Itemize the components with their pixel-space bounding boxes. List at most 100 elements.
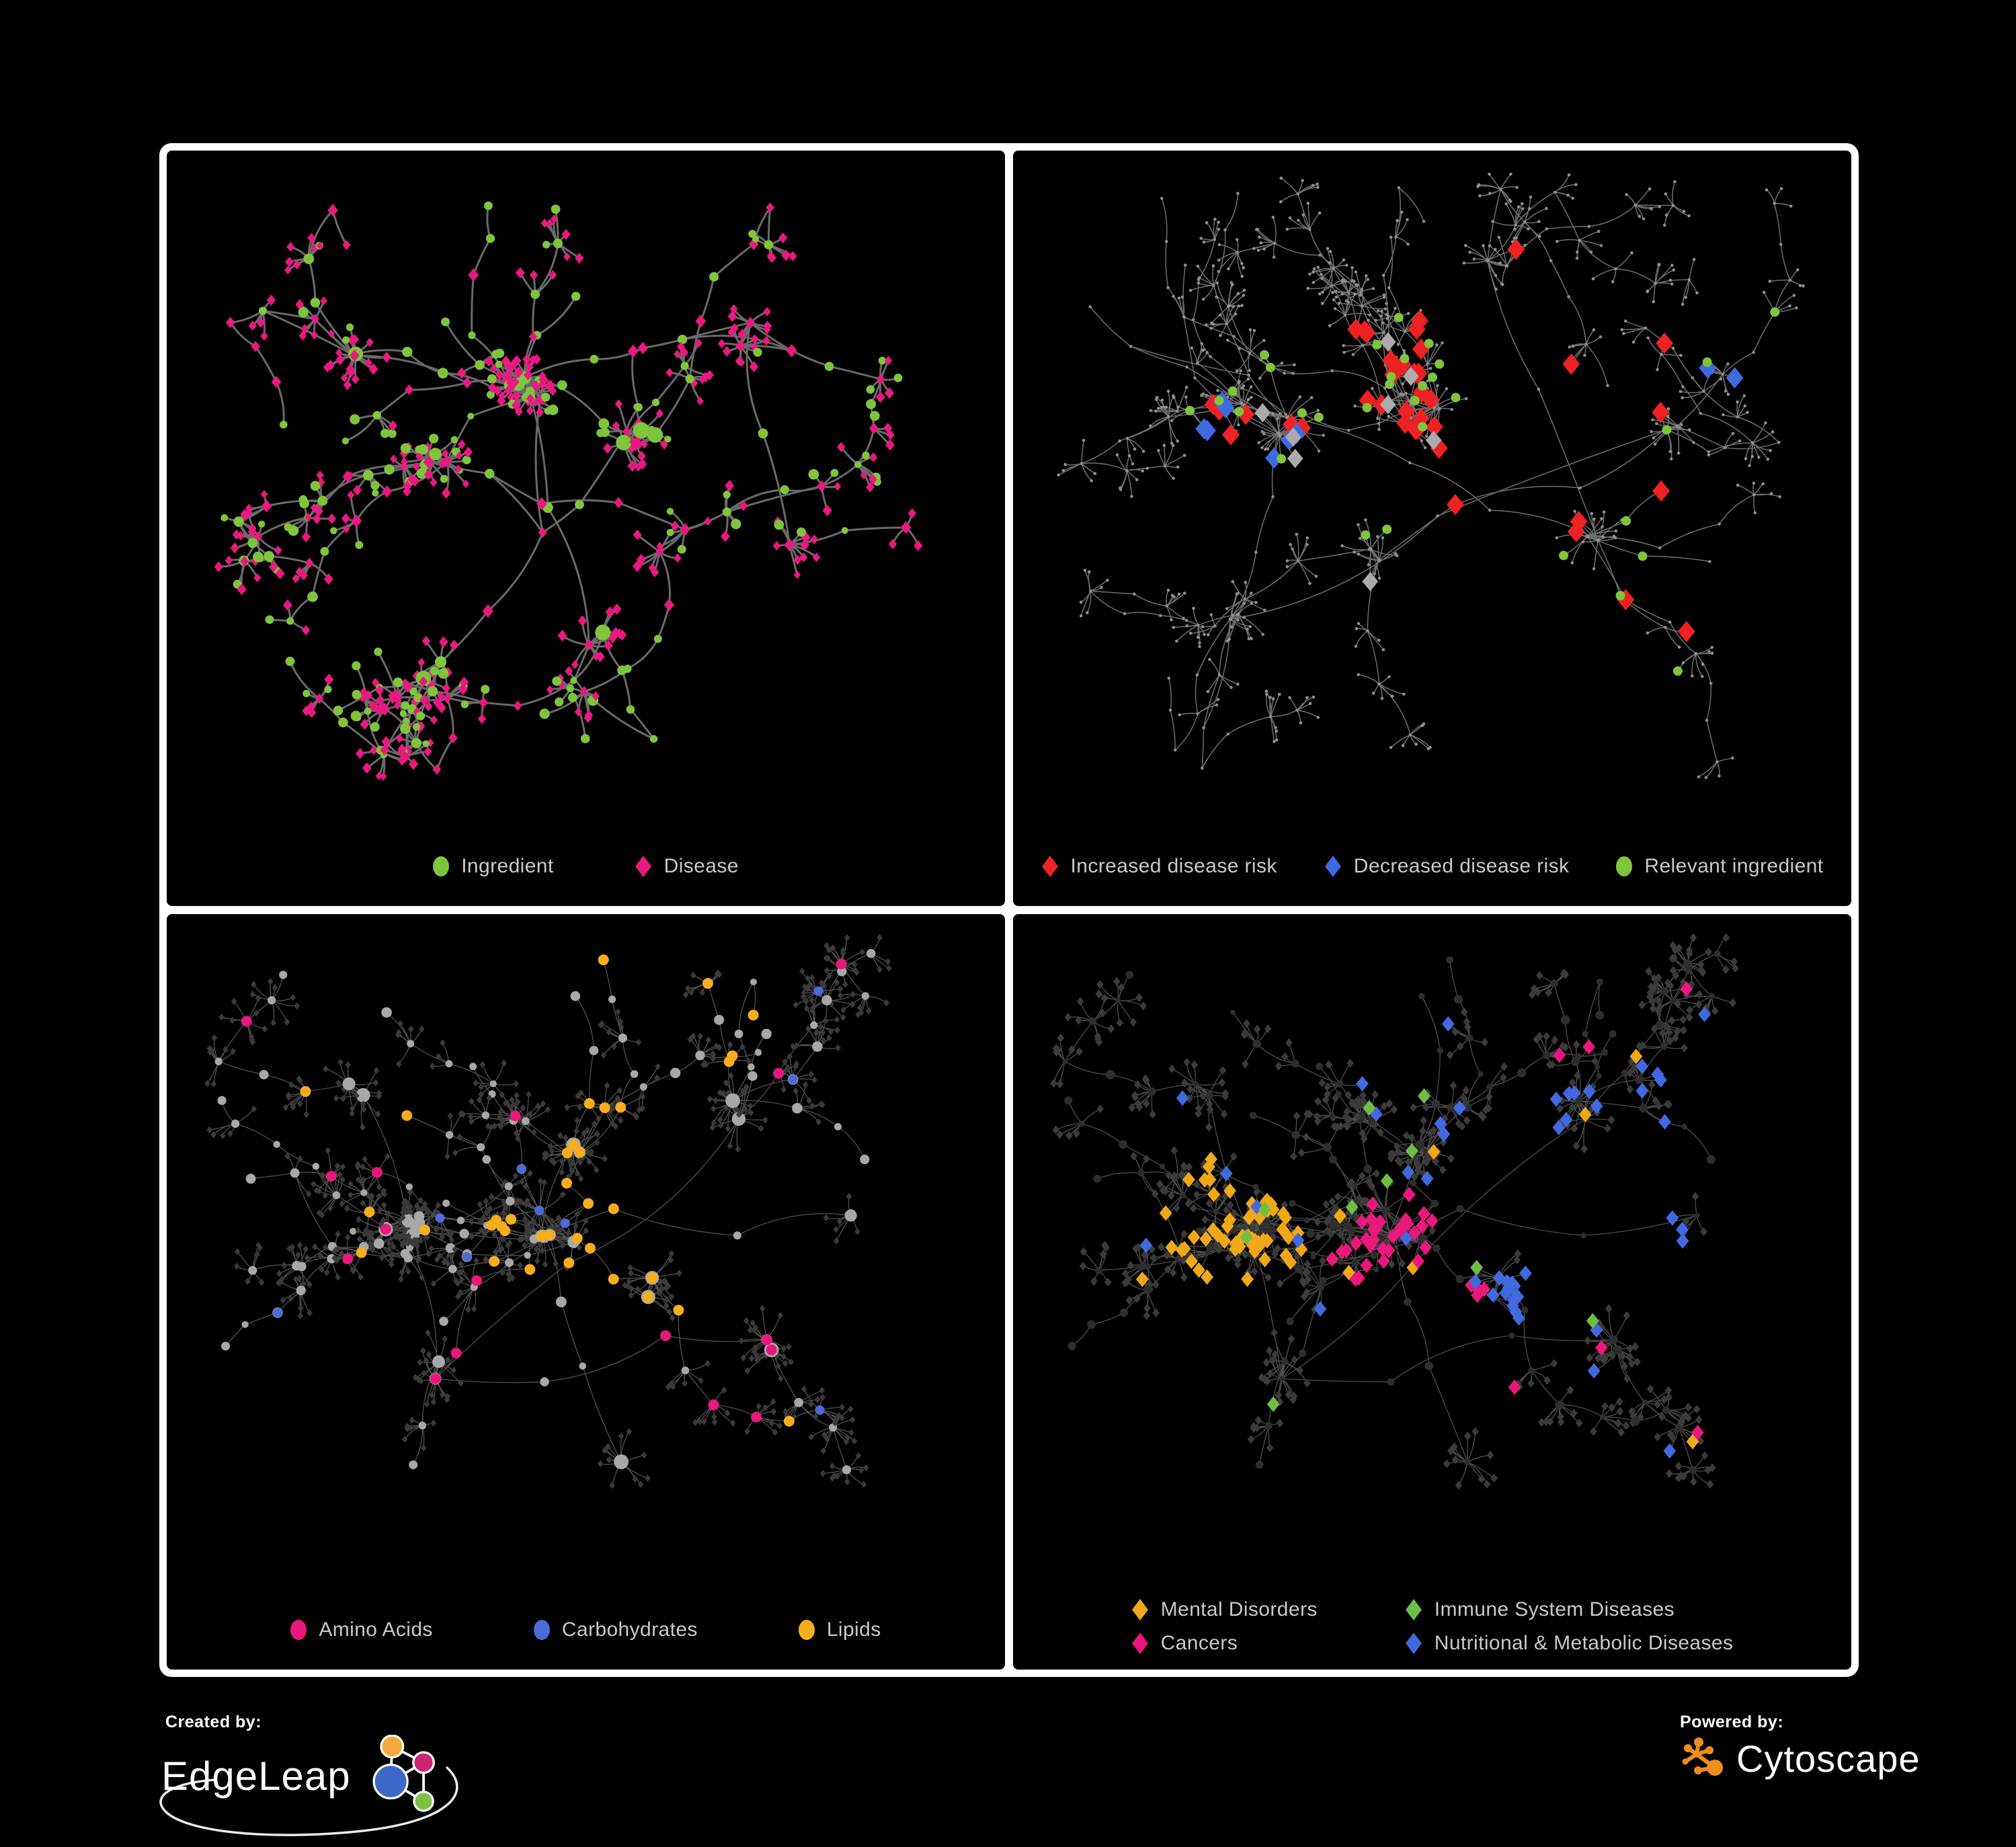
disease-node (690, 971, 696, 979)
graph-node (1280, 361, 1284, 365)
ingredient-node (754, 1049, 762, 1056)
graph-node (1257, 235, 1261, 239)
disease-node (1425, 1153, 1433, 1162)
highlight-node (1258, 1202, 1271, 1218)
graph-node (1571, 344, 1575, 348)
graph-node (1166, 286, 1170, 290)
highlight-node (1241, 1271, 1254, 1287)
graph-node (1215, 703, 1219, 707)
disease-node (591, 1120, 598, 1128)
graph-node (1658, 263, 1661, 266)
graph-node (1133, 447, 1137, 451)
disease-node (506, 1275, 512, 1283)
disease-node (877, 966, 883, 973)
graph-node (1106, 578, 1109, 582)
disease-node (1686, 1005, 1693, 1015)
disease-node (1318, 1078, 1326, 1087)
disease-node (1603, 1124, 1611, 1133)
graph-node (1750, 441, 1755, 445)
disease-node (1128, 1103, 1136, 1112)
disease-node (477, 713, 487, 725)
disease-node (747, 1326, 754, 1334)
ingredient-node (338, 717, 348, 728)
ingredient-node (639, 1083, 647, 1091)
disease-node (750, 342, 758, 352)
disease-node (1201, 1215, 1209, 1224)
disease-node (1562, 970, 1570, 979)
graph-node (1272, 255, 1276, 259)
disease-node (1344, 1114, 1352, 1124)
ingredient-node (824, 362, 834, 371)
disease-node (281, 1262, 288, 1269)
disease-node (333, 1094, 339, 1102)
disease-node (804, 985, 811, 993)
graph-node (1367, 319, 1370, 322)
disease-node (393, 1224, 399, 1232)
graph-node (1769, 448, 1772, 452)
disease-node (762, 1403, 769, 1411)
disease-node (1250, 1424, 1258, 1433)
graph-node (1369, 547, 1373, 551)
highlight-node (1406, 1260, 1420, 1276)
disease-node (758, 1124, 764, 1133)
graph-node (1710, 651, 1714, 655)
ingredient-node (651, 399, 660, 407)
highlight-node (1770, 307, 1780, 317)
disease-node (850, 991, 856, 998)
ingredient-node (878, 356, 887, 365)
disease-node (847, 1405, 854, 1413)
disease-node (488, 1193, 495, 1200)
graph-node (1182, 454, 1186, 457)
disease-node (1607, 1115, 1615, 1124)
disease-node (458, 439, 466, 450)
disease-node (410, 696, 419, 707)
graph-node (1723, 446, 1727, 450)
highlight-node (1418, 381, 1428, 391)
disease-node (1193, 1190, 1201, 1200)
disease-node (839, 1414, 845, 1422)
disease-node (323, 573, 333, 585)
disease-node (280, 1297, 286, 1304)
graph-node (1305, 536, 1309, 540)
disease-node (1666, 1036, 1674, 1046)
hub-node (1447, 1103, 1456, 1112)
disease-node (1685, 1013, 1693, 1022)
graph-node (1247, 637, 1250, 641)
disease-node (776, 1422, 783, 1430)
disease-node (1558, 1096, 1566, 1105)
graph-node (1320, 302, 1324, 305)
highlight-node (1424, 339, 1434, 349)
ingredient-node (695, 1051, 705, 1061)
disease-node (404, 1425, 411, 1432)
disease-node (1675, 1461, 1683, 1471)
graph-node (1350, 265, 1354, 270)
disease-node (430, 1398, 437, 1405)
graph-node (1677, 451, 1681, 455)
disease-node (1169, 1268, 1177, 1277)
disease-node (1129, 1018, 1137, 1027)
hub-node (1528, 1367, 1535, 1374)
graph-node (1328, 261, 1332, 265)
highlight-node (1221, 424, 1240, 446)
graph-node (1208, 657, 1211, 661)
disease-node (803, 997, 809, 1005)
graph-node (1308, 702, 1312, 706)
graph-node (1167, 676, 1171, 680)
disease-node (754, 1356, 760, 1364)
graph-node (1691, 376, 1695, 380)
graph-node (1798, 284, 1802, 288)
disease-node (854, 1228, 860, 1235)
disease-node (1619, 1351, 1627, 1360)
highlight-node (1362, 571, 1379, 591)
disease-node (350, 349, 360, 362)
disease-node (1439, 1165, 1447, 1175)
hub-node (1631, 1416, 1640, 1426)
graph-node (1240, 261, 1244, 265)
disease-node (1359, 1128, 1367, 1138)
disease-node (324, 673, 334, 686)
graph-node (1223, 228, 1227, 232)
network-canvas (204, 934, 892, 1489)
disease-node (806, 1097, 813, 1104)
disease-node (812, 552, 821, 563)
disease-node (360, 1163, 366, 1171)
